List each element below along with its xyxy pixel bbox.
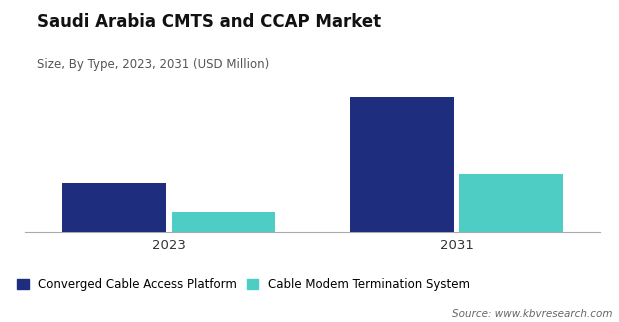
Text: Saudi Arabia CMTS and CCAP Market: Saudi Arabia CMTS and CCAP Market [37, 13, 381, 31]
Bar [459, 174, 563, 232]
Bar [350, 98, 454, 232]
Bar [62, 183, 166, 232]
Text: Source: www.kbvresearch.com: Source: www.kbvresearch.com [452, 309, 613, 319]
Bar [171, 212, 275, 232]
Legend: Converged Cable Access Platform, Cable Modem Termination System: Converged Cable Access Platform, Cable M… [17, 278, 470, 291]
Text: Size, By Type, 2023, 2031 (USD Million): Size, By Type, 2023, 2031 (USD Million) [37, 58, 269, 71]
